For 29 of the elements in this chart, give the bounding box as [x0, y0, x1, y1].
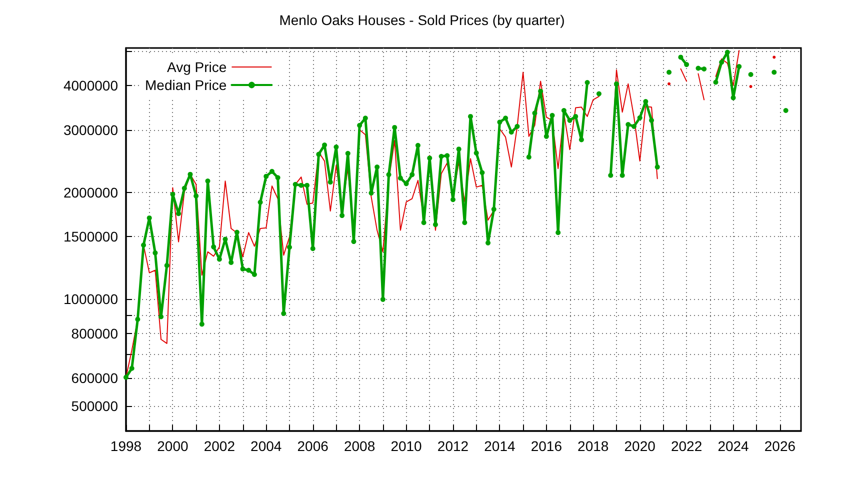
x-tick-label: 1998	[110, 438, 142, 454]
point	[772, 56, 776, 59]
x-tick-label: 2018	[578, 438, 609, 454]
y-tick-label: 1000000	[63, 291, 118, 308]
y-tick-label: 3000000	[63, 122, 118, 138]
legend-label: Avg Price	[167, 59, 227, 75]
x-tick-label: 2012	[437, 438, 469, 454]
x-tick-label: 2024	[718, 438, 750, 454]
x-tick-label: 2002	[204, 438, 236, 454]
point	[668, 82, 671, 86]
y-tick-label: 4000000	[63, 77, 118, 94]
x-tick-label: 2014	[484, 438, 516, 454]
y-tick-label: 800000	[71, 326, 118, 342]
y-tick-label: 2000000	[63, 184, 118, 200]
point	[749, 85, 752, 88]
x-tick-label: 2004	[250, 438, 282, 454]
x-tick-label: 2016	[530, 438, 562, 454]
y-tick-label: 600000	[71, 370, 118, 386]
y-tick-label: 500000	[71, 398, 118, 414]
y-tick-label: 1500000	[63, 228, 118, 245]
x-tick-label: 2000	[157, 438, 188, 454]
x-tick-label: 2010	[390, 438, 422, 454]
legend-label: Median Price	[145, 77, 227, 93]
chart-title: Menlo Oaks Houses - Sold Prices (by quarter)	[279, 12, 565, 28]
x-tick-label: 2008	[344, 438, 376, 454]
x-tick-label: 2026	[764, 438, 796, 454]
x-tick-label: 2006	[297, 438, 329, 454]
x-tick-label: 2020	[624, 438, 656, 454]
x-tick-label: 2022	[670, 438, 702, 454]
